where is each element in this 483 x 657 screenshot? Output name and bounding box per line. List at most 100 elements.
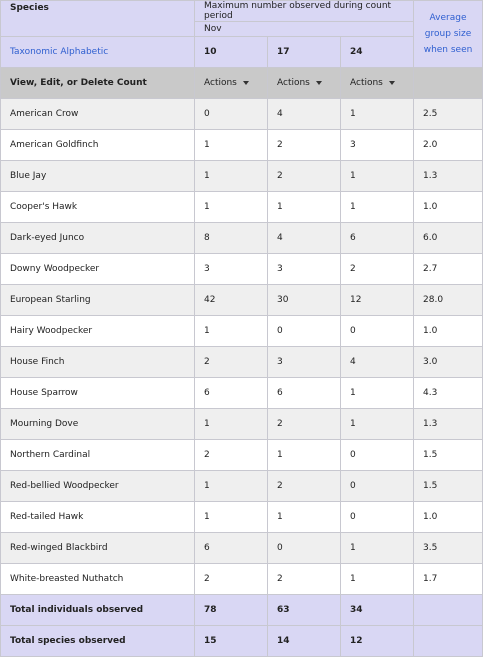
average-cell: 1.5 xyxy=(413,439,483,471)
average-cell: 2.7 xyxy=(413,253,483,285)
day-24-header: 24 xyxy=(339,36,415,68)
average-cell: 2.5 xyxy=(413,98,483,130)
total-empty-cell xyxy=(413,625,483,657)
average-cell: 1.0 xyxy=(413,315,483,347)
actions-empty-cell xyxy=(413,67,483,99)
species-name: Red-winged Blackbird xyxy=(0,532,195,564)
count-cell: 2 xyxy=(267,563,341,595)
count-cell: 1 xyxy=(194,315,268,347)
species-row: House Sparrow 6 6 1 4.3 xyxy=(0,377,483,409)
species-name: Northern Cardinal xyxy=(0,439,195,471)
species-row: American Crow 0 4 1 2.5 xyxy=(0,98,483,130)
actions-dropdown-24[interactable]: Actions xyxy=(339,67,415,99)
species-name: Dark-eyed Junco xyxy=(0,222,195,254)
species-name: Downy Woodpecker xyxy=(0,253,195,285)
total-label: Total individuals observed xyxy=(0,594,195,626)
actions-label: Actions xyxy=(204,78,237,88)
count-cell: 0 xyxy=(267,315,341,347)
species-name: House Finch xyxy=(0,346,195,378)
count-cell: 1 xyxy=(339,160,415,192)
average-cell: 1.3 xyxy=(413,160,483,192)
species-row: Downy Woodpecker 3 3 2 2.7 xyxy=(0,253,483,285)
count-cell: 1 xyxy=(194,470,268,502)
view-edit-delete-label: View, Edit, or Delete Count xyxy=(0,67,195,99)
count-cell: 0 xyxy=(339,315,415,347)
average-cell: 28.0 xyxy=(413,284,483,316)
count-cell: 8 xyxy=(194,222,268,254)
count-cell: 0 xyxy=(339,501,415,533)
count-cell: 0 xyxy=(339,470,415,502)
species-name: House Sparrow xyxy=(0,377,195,409)
species-header: Species xyxy=(0,0,195,37)
species-name: White-breasted Nuthatch xyxy=(0,563,195,595)
count-cell: 1 xyxy=(339,563,415,595)
total-cell: 12 xyxy=(339,625,415,657)
species-name: European Starling xyxy=(0,284,195,316)
species-row: Red-tailed Hawk 1 1 0 1.0 xyxy=(0,501,483,533)
species-name: Red-tailed Hawk xyxy=(0,501,195,533)
species-row: Blue Jay 1 2 1 1.3 xyxy=(0,160,483,192)
count-cell: 6 xyxy=(194,377,268,409)
average-cell: 4.3 xyxy=(413,377,483,409)
species-row: White-breasted Nuthatch 2 2 1 1.7 xyxy=(0,563,483,595)
species-name: American Goldfinch xyxy=(0,129,195,161)
count-cell: 0 xyxy=(339,439,415,471)
total-cell: 15 xyxy=(194,625,268,657)
species-name: Blue Jay xyxy=(0,160,195,192)
average-cell: 6.0 xyxy=(413,222,483,254)
count-cell: 2 xyxy=(194,346,268,378)
count-cell: 1 xyxy=(267,501,341,533)
species-name: Mourning Dove xyxy=(0,408,195,440)
actions-dropdown-10[interactable]: Actions xyxy=(194,67,268,99)
species-row: Cooper's Hawk 1 1 1 1.0 xyxy=(0,191,483,223)
species-name: Hairy Woodpecker xyxy=(0,315,195,347)
actions-label: Actions xyxy=(350,78,383,88)
taxonomic-sort-link[interactable]: Taxonomic Alphabetic xyxy=(0,36,195,68)
count-cell: 1 xyxy=(267,439,341,471)
species-row: House Finch 2 3 4 3.0 xyxy=(0,346,483,378)
count-cell: 3 xyxy=(194,253,268,285)
average-cell: 1.0 xyxy=(413,191,483,223)
count-cell: 30 xyxy=(267,284,341,316)
average-cell: 2.0 xyxy=(413,129,483,161)
actions-dropdown-17[interactable]: Actions xyxy=(267,67,341,99)
species-row: Northern Cardinal 2 1 0 1.5 xyxy=(0,439,483,471)
count-cell: 2 xyxy=(194,563,268,595)
average-group-size-header[interactable]: Average group size when seen xyxy=(413,0,483,68)
count-cell: 42 xyxy=(194,284,268,316)
count-cell: 1 xyxy=(194,129,268,161)
count-cell: 6 xyxy=(339,222,415,254)
caret-down-icon xyxy=(388,80,395,85)
caret-down-icon xyxy=(315,80,322,85)
count-cell: 4 xyxy=(267,98,341,130)
species-row: Red-winged Blackbird 6 0 1 3.5 xyxy=(0,532,483,564)
count-cell: 3 xyxy=(267,346,341,378)
count-cell: 1 xyxy=(339,98,415,130)
day-10-header: 10 xyxy=(194,36,268,68)
count-cell: 6 xyxy=(194,532,268,564)
count-cell: 2 xyxy=(194,439,268,471)
species-row: American Goldfinch 1 2 3 2.0 xyxy=(0,129,483,161)
total-empty-cell xyxy=(413,594,483,626)
day-17-header: 17 xyxy=(267,36,341,68)
month-label: Nov xyxy=(193,21,415,37)
count-cell: 3 xyxy=(267,253,341,285)
count-cell: 4 xyxy=(267,222,341,254)
count-cell: 1 xyxy=(194,191,268,223)
average-cell: 1.3 xyxy=(413,408,483,440)
species-row: Red-bellied Woodpecker 1 2 0 1.5 xyxy=(0,470,483,502)
count-cell: 1 xyxy=(267,191,341,223)
species-name: Red-bellied Woodpecker xyxy=(0,470,195,502)
count-cell: 1 xyxy=(194,501,268,533)
count-cell: 2 xyxy=(267,408,341,440)
count-cell: 1 xyxy=(339,532,415,564)
count-cell: 2 xyxy=(339,253,415,285)
species-name: Cooper's Hawk xyxy=(0,191,195,223)
count-cell: 2 xyxy=(267,470,341,502)
period-header: Maximum number observed during count per… xyxy=(193,0,415,22)
average-cell: 1.0 xyxy=(413,501,483,533)
total-cell: 14 xyxy=(267,625,341,657)
caret-down-icon xyxy=(242,80,249,85)
species-row: Dark-eyed Junco 8 4 6 6.0 xyxy=(0,222,483,254)
count-cell: 1 xyxy=(194,160,268,192)
